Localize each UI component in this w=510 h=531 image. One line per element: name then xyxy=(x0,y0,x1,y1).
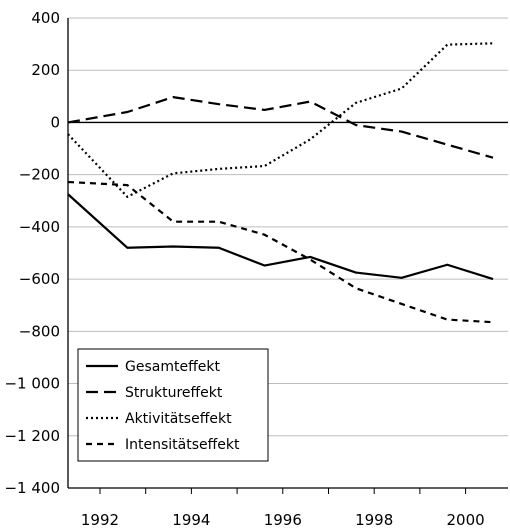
x-axis-tick-labels: 1992 1994 1996 1998 2000 xyxy=(81,511,485,529)
x-tick-label: 1998 xyxy=(355,511,393,529)
y-tick-label: 0 xyxy=(50,113,60,131)
axes xyxy=(67,18,508,494)
series-line-struktureffekt xyxy=(67,96,494,159)
y-tick-label: −800 xyxy=(19,322,60,340)
x-tick-label: 1996 xyxy=(264,511,302,529)
y-tick-label: −200 xyxy=(19,166,60,184)
y-tick-label: −1 000 xyxy=(4,375,60,393)
y-axis-tick-labels: 400 200 0 −200 −400 −600 −800 −1 000 −1 200 −1 40… xyxy=(4,9,60,497)
legend-label: Aktivitätseffekt xyxy=(125,411,232,427)
y-tick-label: −1 400 xyxy=(4,479,60,497)
series-line-intensitätseffekt xyxy=(67,180,494,324)
series-line-gesamteffekt xyxy=(67,193,494,281)
legend: Gesamteffekt Struktureffekt Aktivitätseffe… xyxy=(77,348,269,462)
y-tick-label: −1 200 xyxy=(4,427,60,445)
y-tick-label: −600 xyxy=(19,270,60,288)
legend-label: Intensitätseffekt xyxy=(125,437,240,453)
y-tick-label: 400 xyxy=(31,9,60,27)
legend-label: Gesamteffekt xyxy=(125,359,220,375)
x-tick-label: 2000 xyxy=(446,511,484,529)
y-tick-label: −400 xyxy=(19,218,60,236)
legend-label: Struktureffekt xyxy=(125,385,223,401)
legend-box xyxy=(77,348,269,462)
series-line-aktivitätseffekt xyxy=(67,42,494,198)
x-tick-label: 1992 xyxy=(81,511,119,529)
x-tick-label: 1994 xyxy=(172,511,210,529)
y-tick-label: 200 xyxy=(31,61,60,79)
series-lines xyxy=(67,42,494,324)
